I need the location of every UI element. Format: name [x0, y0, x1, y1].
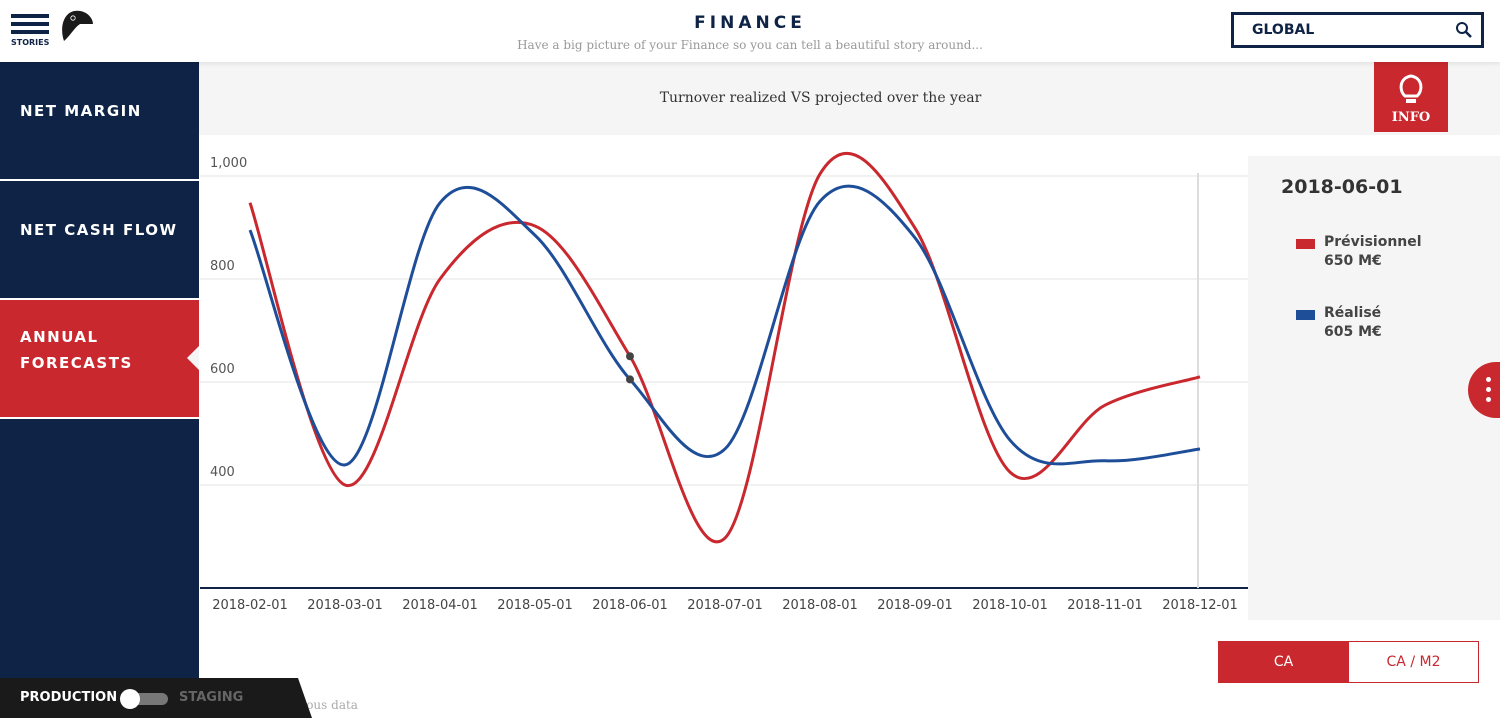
- search-icon[interactable]: [1455, 21, 1473, 39]
- sidebar: NET MARGIN NET CASH FLOW ANNUAL FORECAST…: [0, 62, 199, 718]
- x-tick-label: 2018-07-01: [687, 598, 763, 613]
- legend-value: 605 M€: [1324, 324, 1382, 340]
- more-options-button[interactable]: [1468, 362, 1500, 418]
- search-value: GLOBAL: [1252, 22, 1315, 38]
- series-line-ralis: [248, 184, 1201, 467]
- sidebar-item-label: NET MARGIN: [20, 102, 142, 120]
- info-label: INFO: [1391, 110, 1431, 125]
- tooltip-date: 2018-06-01: [1281, 176, 1403, 198]
- ca-m2-button[interactable]: CA / M2: [1348, 641, 1479, 683]
- legend-swatch: [1296, 310, 1315, 320]
- stories-label: STORIES: [11, 38, 50, 47]
- x-tick-label: 2018-06-01: [592, 598, 668, 613]
- page-title: FINANCE: [694, 13, 806, 33]
- y-tick-label: 600: [210, 362, 235, 377]
- header: STORIES FINANCE Have a big picture of yo…: [0, 0, 1500, 62]
- series-line-prvisionnel: [248, 151, 1201, 543]
- x-tick-label: 2018-09-01: [877, 598, 953, 613]
- sidebar-item-net-cash-flow[interactable]: NET CASH FLOW: [0, 181, 199, 300]
- environment-toggle[interactable]: [120, 689, 170, 709]
- legend-swatch: [1296, 239, 1315, 249]
- production-label: PRODUCTION: [20, 690, 118, 705]
- sidebar-item-label: ANNUAL FORECASTS: [20, 328, 133, 372]
- page-subtitle: Have a big picture of your Finance so yo…: [517, 38, 983, 52]
- x-tick-label: 2018-03-01: [307, 598, 383, 613]
- legend-name: Réalisé: [1324, 305, 1382, 321]
- lightbulb-icon: [1399, 74, 1423, 103]
- sidebar-item-annual-forecasts[interactable]: ANNUAL FORECASTS: [0, 300, 199, 419]
- sidebar-item-net-margin[interactable]: NET MARGIN: [0, 62, 199, 181]
- x-tick-label: 2018-12-01: [1162, 598, 1238, 613]
- highlight-point: [626, 352, 634, 361]
- legend-value: 650 M€: [1324, 253, 1382, 269]
- environment-bar: PRODUCTION STAGING: [0, 678, 312, 718]
- x-tick-label: 2018-08-01: [782, 598, 858, 613]
- legend-previsionnel: Prévisionnel 650 M€: [1296, 234, 1422, 269]
- x-tick-label: 2018-02-01: [212, 598, 288, 613]
- legend-realise: Réalisé 605 M€: [1296, 305, 1382, 340]
- chart-header: Turnover realized VS projected over the …: [199, 62, 1500, 135]
- highlight-point: [626, 375, 634, 384]
- toucan-logo[interactable]: [60, 10, 94, 42]
- chart-title: Turnover realized VS projected over the …: [659, 90, 982, 106]
- tooltip-panel: 2018-06-01 Prévisionnel 650 M€ Réalisé 605…: [1248, 156, 1500, 620]
- staging-label: STAGING: [179, 690, 244, 705]
- y-tick-label: 1,000: [210, 156, 247, 171]
- line-chart[interactable]: 400 600 800 1,000 2018-02-01 2018-03-01 2018-0…: [200, 135, 1248, 620]
- x-tick-label: 2018-05-01: [497, 598, 573, 613]
- x-tick-label: 2018-10-01: [972, 598, 1048, 613]
- x-tick-label: 2018-04-01: [402, 598, 478, 613]
- x-tick-label: 2018-11-01: [1067, 598, 1143, 613]
- stories-menu-button[interactable]: STORIES: [11, 14, 49, 47]
- legend-name: Prévisionnel: [1324, 234, 1422, 250]
- info-button[interactable]: INFO: [1374, 62, 1448, 132]
- ca-button[interactable]: CA: [1218, 641, 1349, 683]
- sidebar-item-label: NET CASH FLOW: [20, 221, 178, 239]
- search-input[interactable]: GLOBAL: [1231, 12, 1484, 48]
- y-tick-label: 400: [210, 465, 235, 480]
- y-tick-label: 800: [210, 259, 235, 274]
